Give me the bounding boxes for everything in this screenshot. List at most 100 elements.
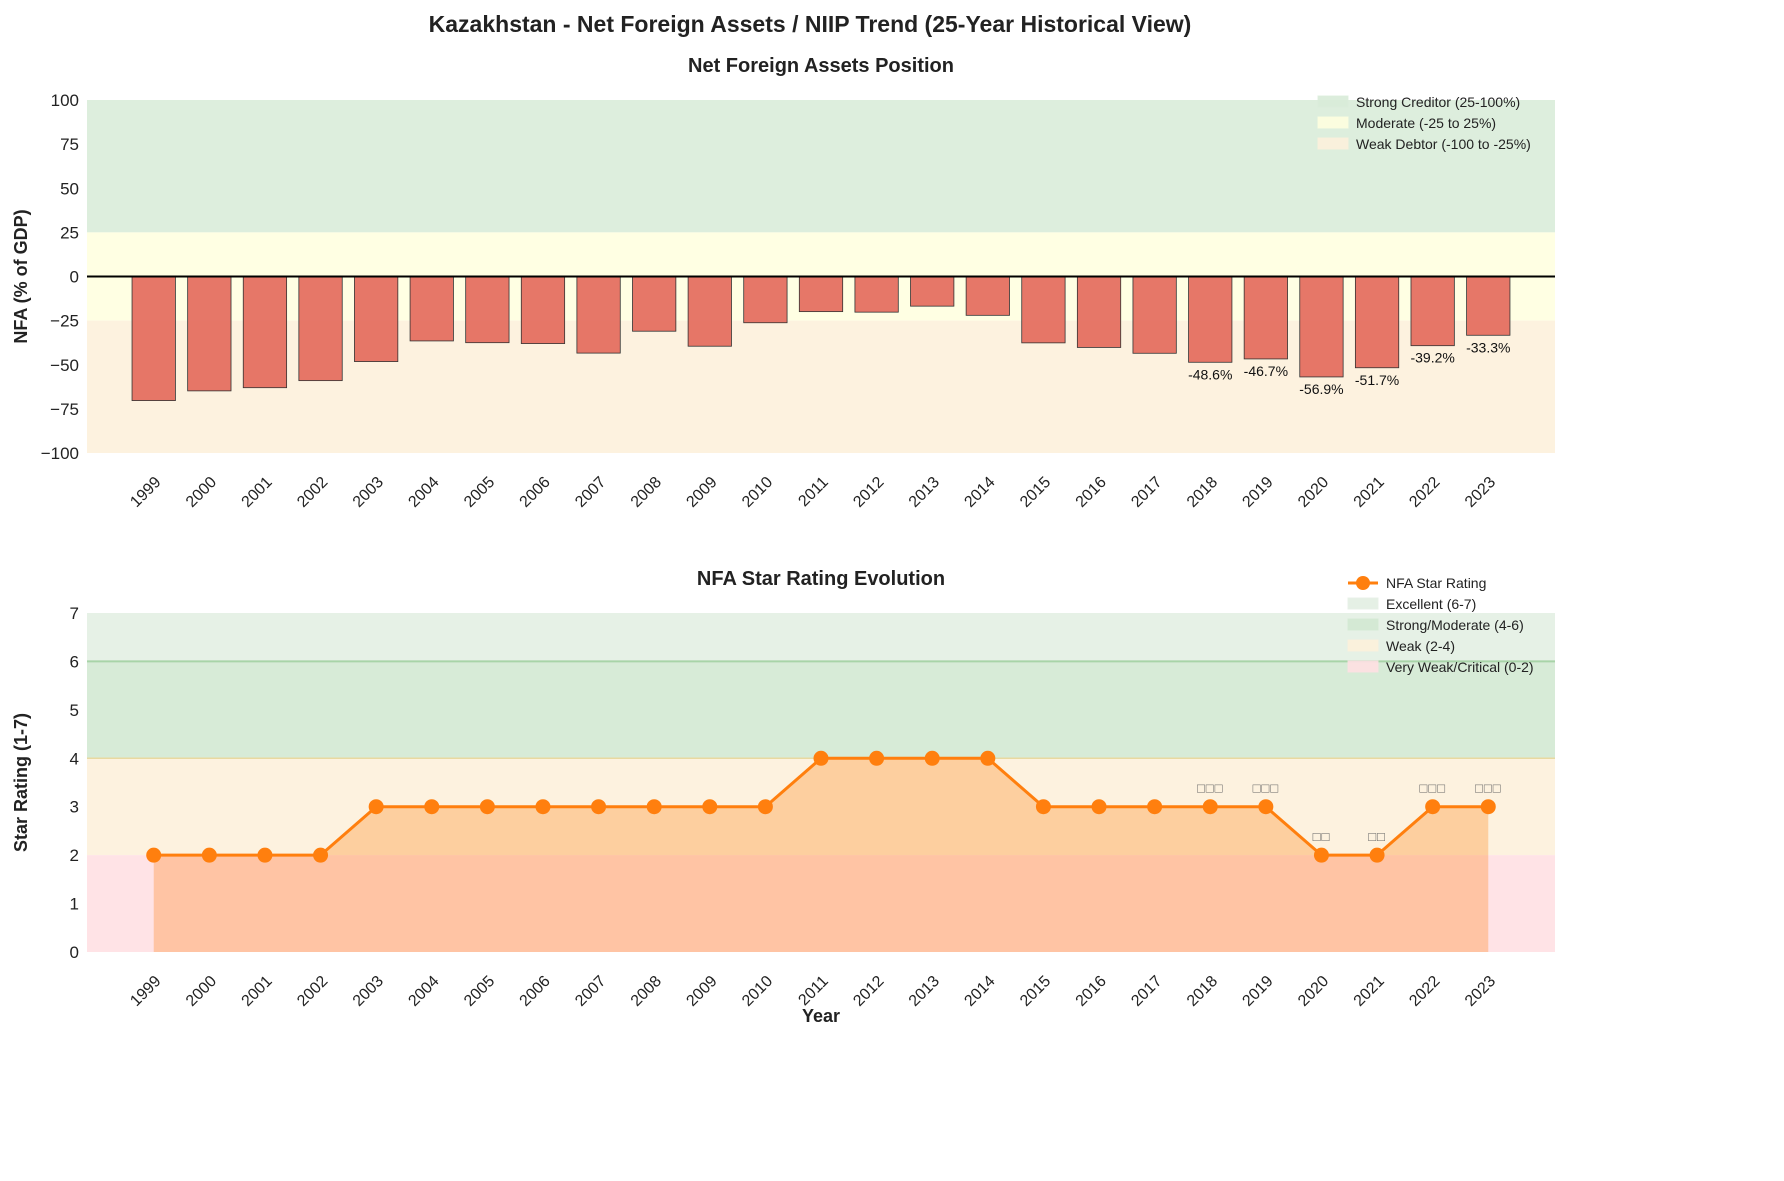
y-tick-label: −100 [41,444,79,463]
bar-2023 [1466,276,1511,336]
band-strong/moderate [87,661,1555,759]
legend-label: Moderate (-25 to 25%) [1356,115,1496,131]
y-tick-label: 7 [70,604,79,623]
rating-point-2023 [1480,799,1496,815]
legend-swatch [1317,116,1349,129]
x-tick-label: 2004 [405,474,442,511]
y-tick-label: 25 [60,223,79,242]
y-tick-label: 50 [60,179,79,198]
x-tick-label: 2020 [1295,973,1332,1010]
bar-2002 [298,276,343,382]
bar-2021 [1354,276,1400,369]
x-tick-label: 2013 [906,973,943,1010]
y-tick-label: 5 [70,701,79,720]
bar-2013 [910,276,955,307]
bar-2000 [187,276,232,392]
bar-2011 [798,276,844,313]
bar-1999 [131,276,176,401]
rating-point-2008 [646,799,662,815]
bar-2004 [409,276,454,342]
x-tick-label: 2014 [961,474,998,511]
x-tick-label: 2001 [239,474,276,511]
y-tick-label: 4 [70,749,79,768]
legend-label: Weak Debtor (-100 to -25%) [1356,136,1531,152]
y-tick-label: 6 [70,652,79,671]
star-annotation: □□ [1368,829,1386,844]
rating-point-2014 [980,750,996,766]
x-tick-label: 2010 [739,973,776,1010]
data-label: -46.7% [1244,363,1288,379]
bar-2017 [1132,276,1177,354]
x-tick-label: 2004 [405,973,442,1010]
x-tick-label: 2019 [1239,973,1276,1010]
bar-2008 [632,276,677,332]
rating-point-2002 [313,847,329,863]
x-tick-label: 2016 [1073,474,1110,511]
x-tick-label: 2022 [1406,973,1443,1010]
bar-2018 [1188,276,1233,363]
nfa-bar-chart: Net Foreign Assets Position NFA (% of GDP… [11,55,1555,511]
x-tick-label: 2008 [628,973,665,1010]
x-tick-label: 2012 [850,973,887,1010]
x-tick-label: 2019 [1239,474,1276,511]
x-tick-label: 2018 [1184,474,1221,511]
x-tick-label: 1999 [127,474,164,511]
x-tick-label: 2009 [683,474,720,511]
bar-2003 [354,276,399,362]
x-tick-label: 2006 [517,474,554,511]
y-tick-label: 75 [60,135,79,154]
y-tick-label: −75 [50,400,79,419]
bar-2006 [520,276,566,344]
x-tick-label: 2010 [739,474,776,511]
x-tick-label: 2020 [1295,474,1332,511]
y-tick-label: 2 [70,846,79,865]
x-tick-label: 2023 [1462,973,1499,1010]
x-tick-label: 2023 [1462,474,1499,511]
legend-label: Very Weak/Critical (0-2) [1386,659,1534,675]
data-label: -39.2% [1410,350,1454,366]
x-tick-label: 2006 [517,973,554,1010]
legend-label: NFA Star Rating [1386,575,1486,591]
star-rating-chart: NFA Star Rating Evolution Star Rating (1-… [11,568,1555,1026]
subplot-title: Net Foreign Assets Position [688,55,954,77]
x-tick-label: 2018 [1184,973,1221,1010]
data-label: -33.3% [1466,339,1510,355]
rating-point-2006 [535,799,551,815]
legend-label: Weak (2-4) [1386,638,1455,654]
rating-point-1999 [146,847,162,863]
bar-2020 [1299,276,1344,378]
rating-point-2020 [1313,847,1329,863]
rating-point-2017 [1147,799,1163,815]
y-tick-label: −50 [50,356,79,375]
x-tick-label: 2007 [572,973,609,1010]
x-tick-label: 2014 [961,973,998,1010]
x-tick-label: 2001 [239,973,276,1010]
x-tick-label: 2007 [572,474,609,511]
y-tick-label: 1 [70,895,79,914]
legend-label: Strong Creditor (25-100%) [1356,94,1520,110]
bar-2015 [1021,276,1066,344]
figure-title: Kazakhstan - Net Foreign Assets / NIIP T… [429,11,1192,37]
star-annotation: □□□ [1419,781,1446,796]
legend-swatch [1347,597,1379,610]
rating-point-2012 [869,750,885,766]
rating-point-2016 [1091,799,1107,815]
bar-2010 [743,276,788,324]
x-tick-label: 2000 [183,474,220,511]
y-axis-label: NFA (% of GDP) [11,209,31,343]
rating-point-2019 [1258,799,1274,815]
x-tick-label: 2012 [850,474,887,511]
rating-point-2022 [1425,799,1441,815]
y-tick-label: 3 [70,798,79,817]
x-tick-label: 2011 [795,474,831,510]
bar-2012 [854,276,899,313]
rating-point-2000 [201,847,217,863]
x-tick-label: 1999 [127,973,164,1010]
x-tick-label: 2003 [350,973,387,1010]
y-axis-label: Star Rating (1-7) [11,713,31,852]
x-axis-label: Year [802,1006,840,1026]
bar-2016 [1076,276,1122,348]
legend-swatch [1317,137,1349,150]
rating-point-2010 [757,799,773,815]
